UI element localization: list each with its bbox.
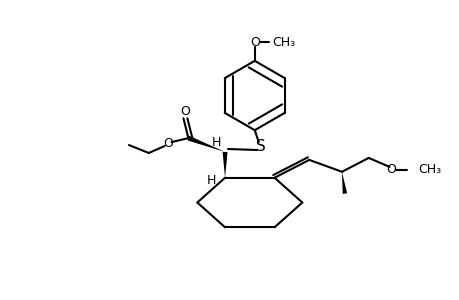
Text: H: H <box>206 174 215 187</box>
Text: O: O <box>249 35 259 49</box>
Text: CH₃: CH₃ <box>417 163 440 176</box>
Polygon shape <box>222 152 227 178</box>
Polygon shape <box>187 136 224 152</box>
Polygon shape <box>341 172 347 194</box>
Text: S: S <box>255 139 265 154</box>
Text: O: O <box>180 105 190 118</box>
Text: O: O <box>386 163 396 176</box>
Text: CH₃: CH₃ <box>272 35 295 49</box>
Text: O: O <box>163 136 173 150</box>
Text: H: H <box>211 136 220 148</box>
